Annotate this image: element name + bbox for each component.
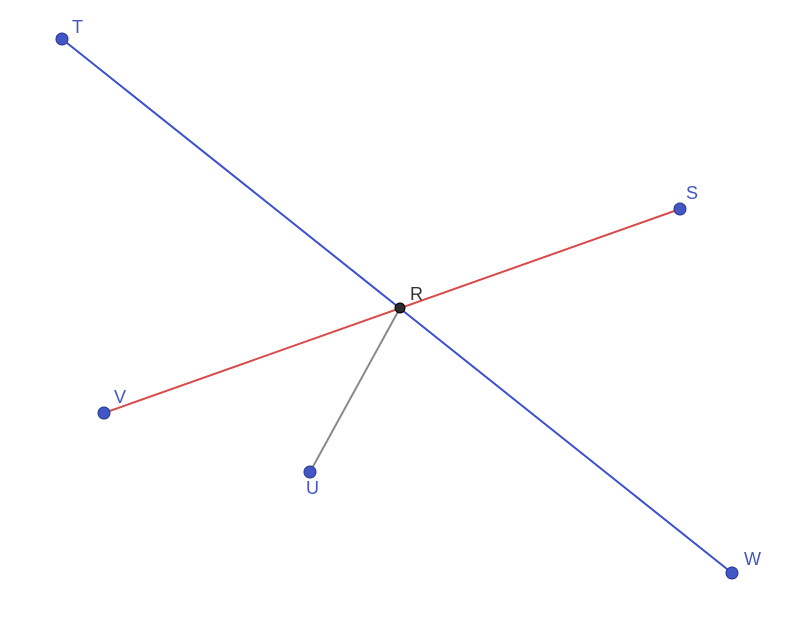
point-S <box>674 203 686 215</box>
point-R <box>395 303 405 313</box>
point-W <box>726 567 738 579</box>
point-U <box>304 466 316 478</box>
label-T: T <box>72 17 83 37</box>
point-V <box>98 407 110 419</box>
label-V: V <box>114 387 126 407</box>
label-U: U <box>306 478 319 498</box>
label-W: W <box>744 549 761 569</box>
geometry-diagram: T S R V U W <box>0 0 800 628</box>
edge-R-U <box>310 308 400 472</box>
points-group: T S R V U W <box>56 17 761 579</box>
label-R: R <box>410 284 423 304</box>
point-T <box>56 33 68 45</box>
edge-V-S <box>104 209 680 413</box>
label-S: S <box>686 183 698 203</box>
